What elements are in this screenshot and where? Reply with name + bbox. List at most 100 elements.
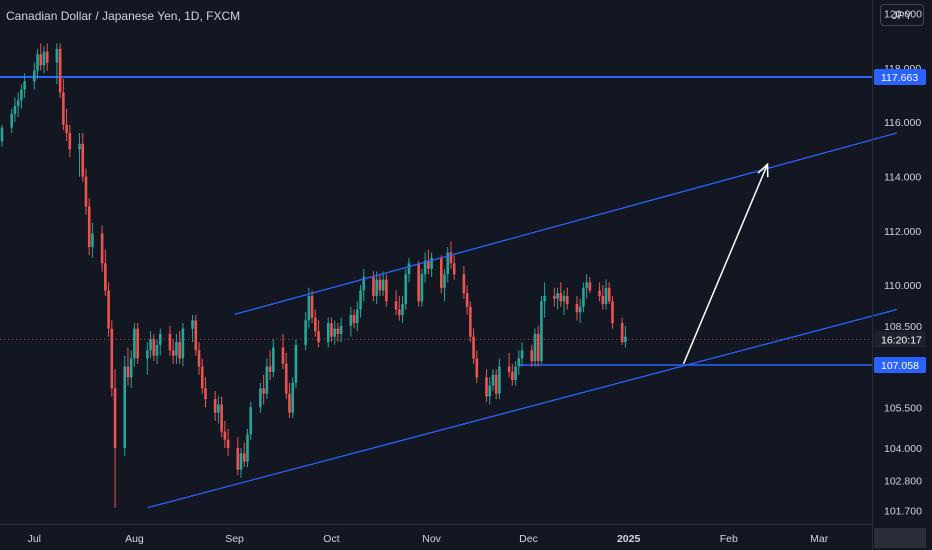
candle xyxy=(339,317,343,343)
candle xyxy=(294,339,298,389)
candle xyxy=(397,295,401,321)
candle-body xyxy=(310,295,314,318)
candle-body xyxy=(462,274,466,294)
candle xyxy=(213,390,217,421)
candle-body xyxy=(262,388,265,394)
candle xyxy=(149,331,152,359)
candle-body xyxy=(84,176,88,207)
candle xyxy=(262,374,265,405)
candle-body xyxy=(10,114,13,128)
candle xyxy=(223,420,227,448)
price-axis-divider xyxy=(872,0,873,550)
candle xyxy=(381,271,385,296)
candle xyxy=(439,255,443,294)
candle-body xyxy=(204,388,207,400)
candle xyxy=(469,301,472,343)
candle-body xyxy=(469,306,472,337)
candle xyxy=(152,333,156,362)
candle xyxy=(62,78,65,131)
candle xyxy=(394,290,398,315)
candle-body xyxy=(107,290,110,329)
candle-body xyxy=(91,233,94,248)
time-tick-label: Sep xyxy=(225,533,244,545)
candle-body xyxy=(136,328,139,359)
candle-body xyxy=(530,350,534,362)
channel-upper-line xyxy=(234,132,897,316)
candle xyxy=(620,317,624,345)
candle xyxy=(417,260,420,307)
candle xyxy=(452,255,456,280)
candle xyxy=(326,317,330,348)
candle-body xyxy=(607,287,611,302)
candle xyxy=(443,268,446,302)
candle xyxy=(536,325,540,367)
countdown-tag-box xyxy=(874,331,926,348)
candle xyxy=(175,333,178,364)
candle xyxy=(475,350,479,383)
candle-body xyxy=(100,233,104,264)
candle-body xyxy=(226,439,230,448)
candle-body xyxy=(304,320,307,345)
candle-body xyxy=(472,336,475,359)
candle-body xyxy=(39,54,43,66)
candle xyxy=(133,323,136,367)
candle xyxy=(514,361,517,386)
candle xyxy=(462,266,466,299)
candle xyxy=(178,331,181,364)
candle-body xyxy=(242,453,246,462)
candle xyxy=(123,355,127,457)
candle xyxy=(349,306,353,337)
price-tick-label: 116.000 xyxy=(884,117,921,129)
candle xyxy=(562,290,566,315)
candle xyxy=(265,358,269,400)
candle-body xyxy=(588,282,592,291)
candle-body xyxy=(407,263,411,275)
candle-body xyxy=(217,404,220,413)
candle-body xyxy=(259,388,262,408)
candle xyxy=(155,339,159,364)
candle xyxy=(317,320,320,348)
candle xyxy=(236,437,240,476)
candle-body xyxy=(336,328,340,334)
price-tick-label: 101.700 xyxy=(884,505,922,517)
candle-body xyxy=(249,407,253,435)
currency-button[interactable]: JPY xyxy=(880,4,924,26)
candle-body xyxy=(385,279,388,302)
candle xyxy=(81,133,85,182)
candle xyxy=(420,268,424,307)
candle-body xyxy=(520,350,524,359)
candle xyxy=(362,268,366,302)
countdown-tag-text: 16:20:17 xyxy=(881,334,922,346)
candle-body xyxy=(540,301,543,362)
candle xyxy=(110,320,114,397)
candle-body xyxy=(394,301,398,310)
candle xyxy=(181,323,185,367)
time-tick-label: Dec xyxy=(519,533,538,545)
candle xyxy=(556,287,559,310)
price-tick-label: 108.500 xyxy=(884,321,922,333)
candle-body xyxy=(624,336,627,343)
candle xyxy=(200,358,204,394)
candle-body xyxy=(171,350,175,356)
candle xyxy=(288,382,291,419)
candle-body xyxy=(582,287,585,307)
candle xyxy=(375,271,378,305)
candle-body xyxy=(401,304,404,315)
candle-body xyxy=(123,366,127,448)
candle-body xyxy=(349,314,353,326)
candle xyxy=(507,352,511,378)
candle xyxy=(352,309,356,329)
candle-body xyxy=(498,366,501,394)
time-tick-label: Feb xyxy=(720,533,738,545)
candle xyxy=(239,447,243,478)
candle xyxy=(511,363,514,386)
candle xyxy=(488,377,492,405)
candle xyxy=(498,358,501,400)
candle-body xyxy=(168,333,172,351)
candle xyxy=(39,43,43,71)
price-tick-label: 110.000 xyxy=(884,280,921,292)
candle-body xyxy=(78,143,81,150)
price-tick-label: 120.000 xyxy=(884,9,922,21)
candle xyxy=(36,48,39,79)
